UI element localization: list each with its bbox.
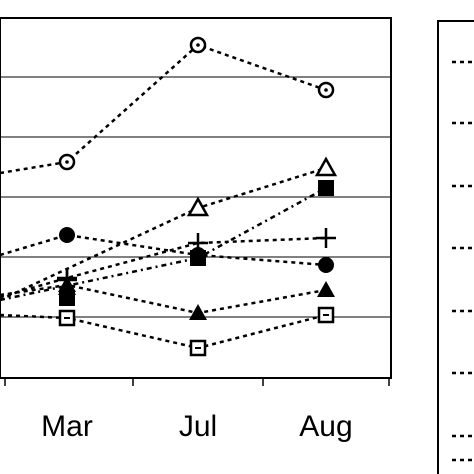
- marker-triangle-filled: [189, 304, 207, 320]
- marker-circle-filled: [318, 257, 334, 273]
- series-line: [0, 43, 327, 175]
- marker-square-filled: [59, 290, 75, 306]
- legend: [452, 60, 474, 462]
- marker-triangle-open: [314, 156, 338, 177]
- series-line: [0, 283, 327, 315]
- marker-dot: [65, 160, 69, 164]
- series-markers: [57, 36, 338, 357]
- plot-area: [0, 17, 392, 379]
- marker-triangle-open: [186, 196, 210, 217]
- marker-dot: [196, 43, 200, 47]
- marker-circle-filled: [59, 227, 75, 243]
- series-line: [0, 313, 327, 350]
- marker-square-filled: [318, 180, 334, 196]
- marker-circle-filled: [190, 247, 206, 263]
- x-tick-label: Mar: [41, 410, 93, 443]
- x-tick-label: Jul: [179, 410, 217, 443]
- series-line: [0, 233, 327, 267]
- x-axis-labels: Mar Jul Aug: [41, 410, 353, 443]
- marker-triangle-filled: [317, 281, 335, 297]
- marker-dot: [324, 88, 328, 92]
- series-line: [0, 236, 327, 299]
- x-axis-ticks: [4, 378, 390, 386]
- x-tick-label: Aug: [299, 410, 352, 443]
